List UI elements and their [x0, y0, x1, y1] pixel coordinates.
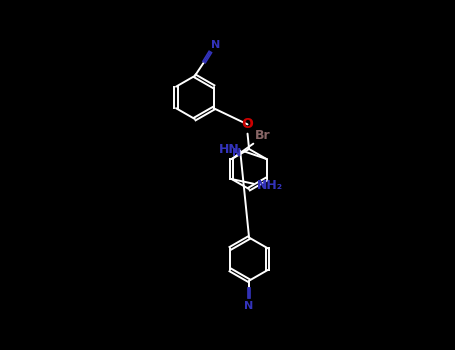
Text: O: O	[242, 117, 253, 131]
Text: N: N	[211, 41, 220, 50]
Text: Br: Br	[255, 129, 271, 142]
Text: N: N	[244, 301, 254, 311]
Text: NH₂: NH₂	[257, 179, 283, 192]
Text: HN: HN	[219, 143, 239, 156]
Text: N: N	[257, 180, 266, 190]
Text: N: N	[233, 148, 242, 158]
